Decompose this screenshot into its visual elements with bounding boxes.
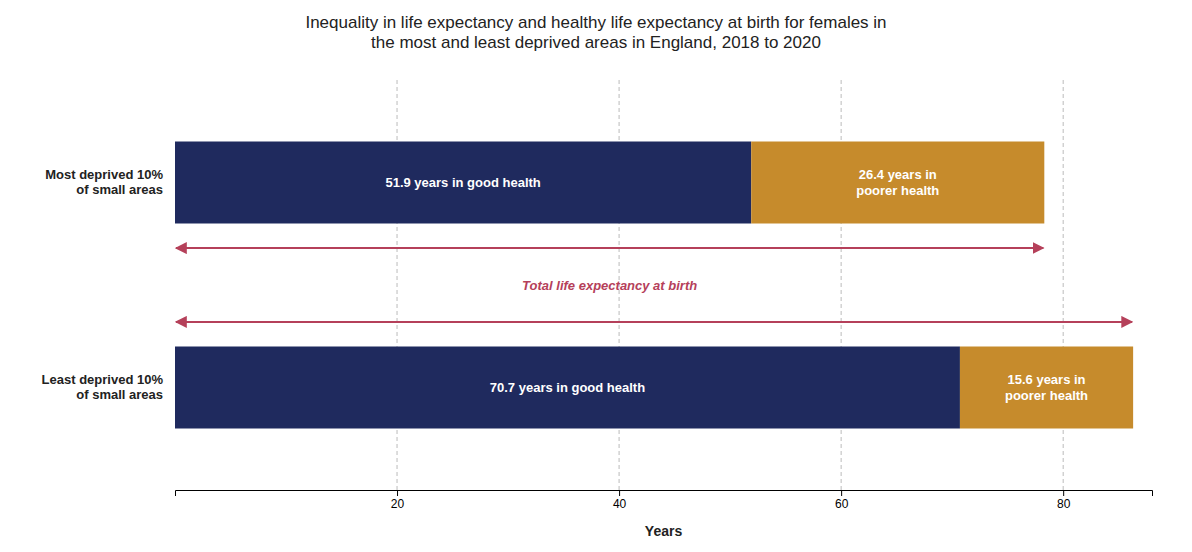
total-arrow — [176, 321, 1132, 323]
bar — [751, 142, 1044, 224]
marks — [175, 80, 1133, 490]
total-arrows — [176, 248, 1132, 322]
text-line: Inequality in life expectancy and health… — [305, 13, 886, 32]
data-label: 26.4 years inpoorer health — [856, 167, 939, 198]
y-axis: Most deprived 10%of small areasLeast dep… — [42, 167, 164, 403]
text-line: 70.7 years in good health — [490, 380, 645, 395]
x-tick: 20 — [391, 490, 405, 511]
x-tick-mark — [619, 490, 620, 496]
text-line: of small areas — [76, 387, 163, 402]
text-line: 26.4 years in — [859, 167, 937, 182]
text-line: poorer health — [856, 183, 939, 198]
annotation: Total life expectancy at birth — [522, 278, 697, 293]
x-tick-mark — [1063, 490, 1064, 496]
x-tick-mark — [397, 490, 398, 496]
data-label: 70.7 years in good health — [490, 380, 645, 395]
text-line: the most and least deprived areas in Eng… — [371, 33, 821, 52]
x-tick-mark — [841, 490, 842, 496]
x-tick-label: 20 — [391, 497, 405, 511]
bar — [960, 347, 1133, 429]
y-tick-label: Least deprived 10%of small areas — [42, 372, 164, 403]
chart-svg: Inequality in life expectancy and health… — [0, 0, 1192, 552]
x-tick-label: 40 — [613, 497, 627, 511]
x-axis: 20 40 60 80 — [176, 490, 1153, 511]
y-tick-label: Most deprived 10%of small areas — [45, 167, 163, 198]
data-label: 15.6 years inpoorer health — [1005, 372, 1088, 403]
text-line: 15.6 years in — [1007, 372, 1085, 387]
text-line: Most deprived 10% — [45, 167, 163, 182]
x-tick: 60 — [835, 490, 849, 511]
plot-area: 51.9 years in good health 70.7 years in g… — [42, 80, 1153, 539]
bar — [175, 142, 751, 224]
chart-title: Inequality in life expectancy and health… — [305, 13, 886, 52]
text-line: of small areas — [76, 182, 163, 197]
text-line: poorer health — [1005, 388, 1088, 403]
x-tick: 40 — [613, 490, 627, 511]
data-labels: 51.9 years in good health 70.7 years in g… — [385, 167, 1088, 403]
y-tick: Least deprived 10%of small areas — [42, 372, 164, 403]
y-tick: Most deprived 10%of small areas — [45, 167, 163, 198]
bar — [175, 347, 960, 429]
x-axis-title: Years — [645, 523, 683, 539]
total-arrow — [176, 247, 1043, 249]
x-tick: 80 — [1057, 490, 1071, 511]
text-line: 51.9 years in good health — [385, 175, 540, 190]
x-axis-line — [176, 491, 1153, 497]
data-label: 51.9 years in good health — [385, 175, 540, 190]
chart-container: Inequality in life expectancy and health… — [0, 0, 1192, 552]
x-tick-label: 60 — [835, 497, 849, 511]
text-line: Least deprived 10% — [42, 372, 164, 387]
x-tick-label: 80 — [1057, 497, 1071, 511]
bar-series — [751, 142, 1133, 429]
